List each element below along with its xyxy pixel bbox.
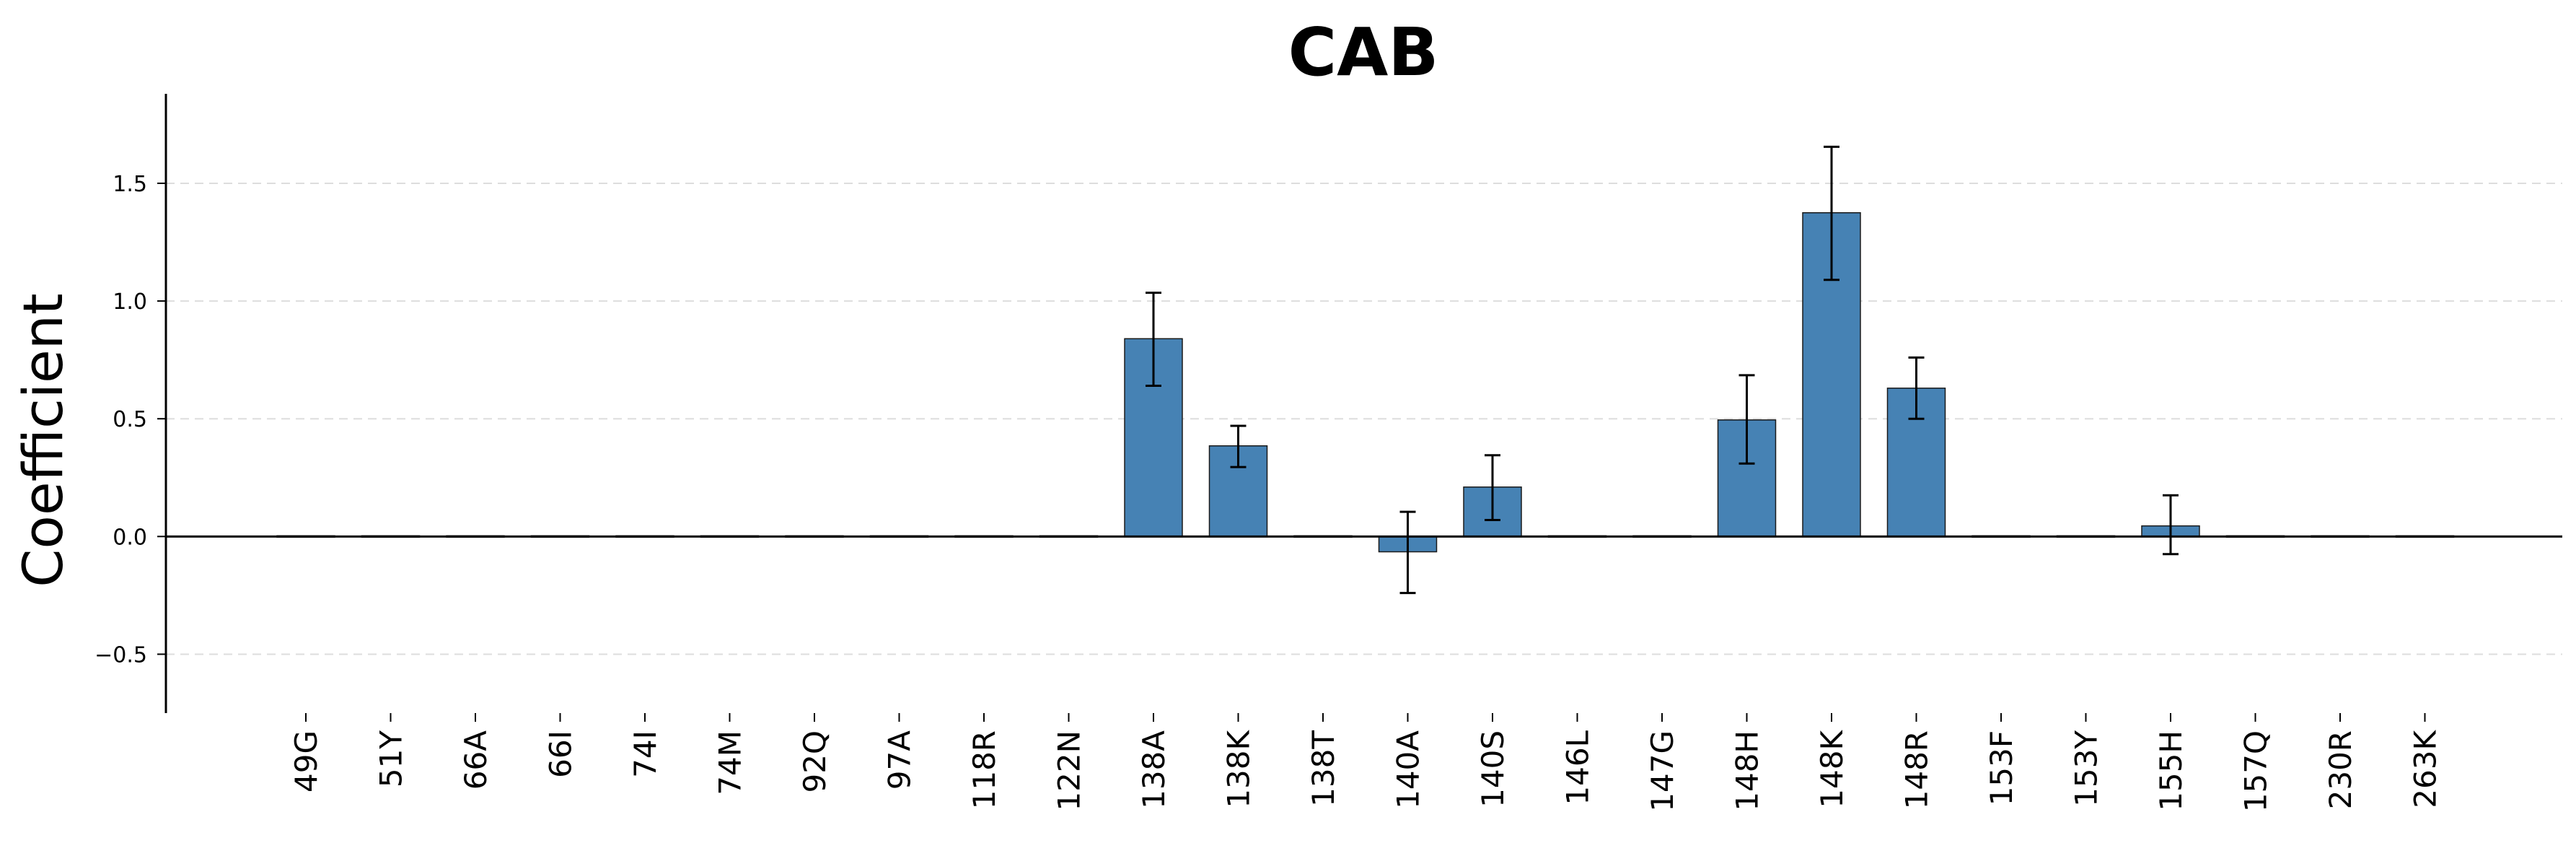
y-tick-label-2: 0.5	[113, 407, 147, 432]
x-tick-label-51Y: 51Y	[374, 730, 409, 787]
x-tick-label-92Q: 92Q	[797, 730, 832, 793]
x-tick-label-148K: 148K	[1814, 730, 1850, 808]
x-tick-label-138K: 138K	[1221, 730, 1257, 808]
x-tick-label-66A: 66A	[458, 730, 493, 790]
x-tick-label-153Y: 153Y	[2069, 730, 2104, 807]
x-tick-label-74M: 74M	[713, 730, 748, 795]
x-tick-label-153F: 153F	[1984, 730, 2019, 805]
y-axis-label: Coefficient	[11, 293, 75, 587]
y-tick-label-1: 0.0	[113, 525, 147, 550]
x-tick-label-138A: 138A	[1136, 730, 1171, 809]
x-tick-label-148R: 148R	[1899, 730, 1935, 809]
y-ticks: −0.5 0.0 0.5 1.0 1.5	[94, 172, 166, 668]
y-tick-label-4: 1.5	[113, 172, 147, 197]
x-tick-label-122N: 122N	[1052, 730, 1087, 811]
x-tick-label-97A: 97A	[882, 730, 918, 790]
x-tick-label-140A: 140A	[1391, 730, 1426, 809]
y-tick-label-3: 1.0	[113, 289, 147, 315]
axes	[164, 94, 2562, 713]
error-bars	[1146, 145, 2179, 595]
chart-title: CAB	[1288, 14, 1439, 91]
x-tick-label-66I: 66I	[543, 730, 579, 778]
x-tick-label-118R: 118R	[967, 730, 1002, 809]
x-tick-label-140S: 140S	[1475, 730, 1511, 808]
x-tick-label-138T: 138T	[1306, 730, 1341, 807]
x-tick-label-146L: 146L	[1560, 730, 1596, 805]
x-tick-label-230R: 230R	[2323, 730, 2358, 809]
x-tick-label-155H: 155H	[2153, 730, 2189, 811]
x-tick-label-263K: 263K	[2408, 730, 2443, 808]
grid-lines	[166, 182, 2562, 655]
x-tick-label-148H: 148H	[1730, 730, 1765, 811]
y-tick-label-0: −0.5	[94, 642, 147, 668]
x-ticks: 49G 51Y 66A 66I 74I 74M 92Q 97A 118R 122N 138A 138K…	[289, 713, 2443, 812]
x-tick-label-74I: 74I	[628, 730, 663, 778]
bars	[276, 211, 2455, 553]
x-tick-label-157Q: 157Q	[2238, 730, 2274, 812]
x-tick-label-147G: 147G	[1645, 730, 1680, 812]
x-tick-label-49G: 49G	[289, 730, 324, 792]
